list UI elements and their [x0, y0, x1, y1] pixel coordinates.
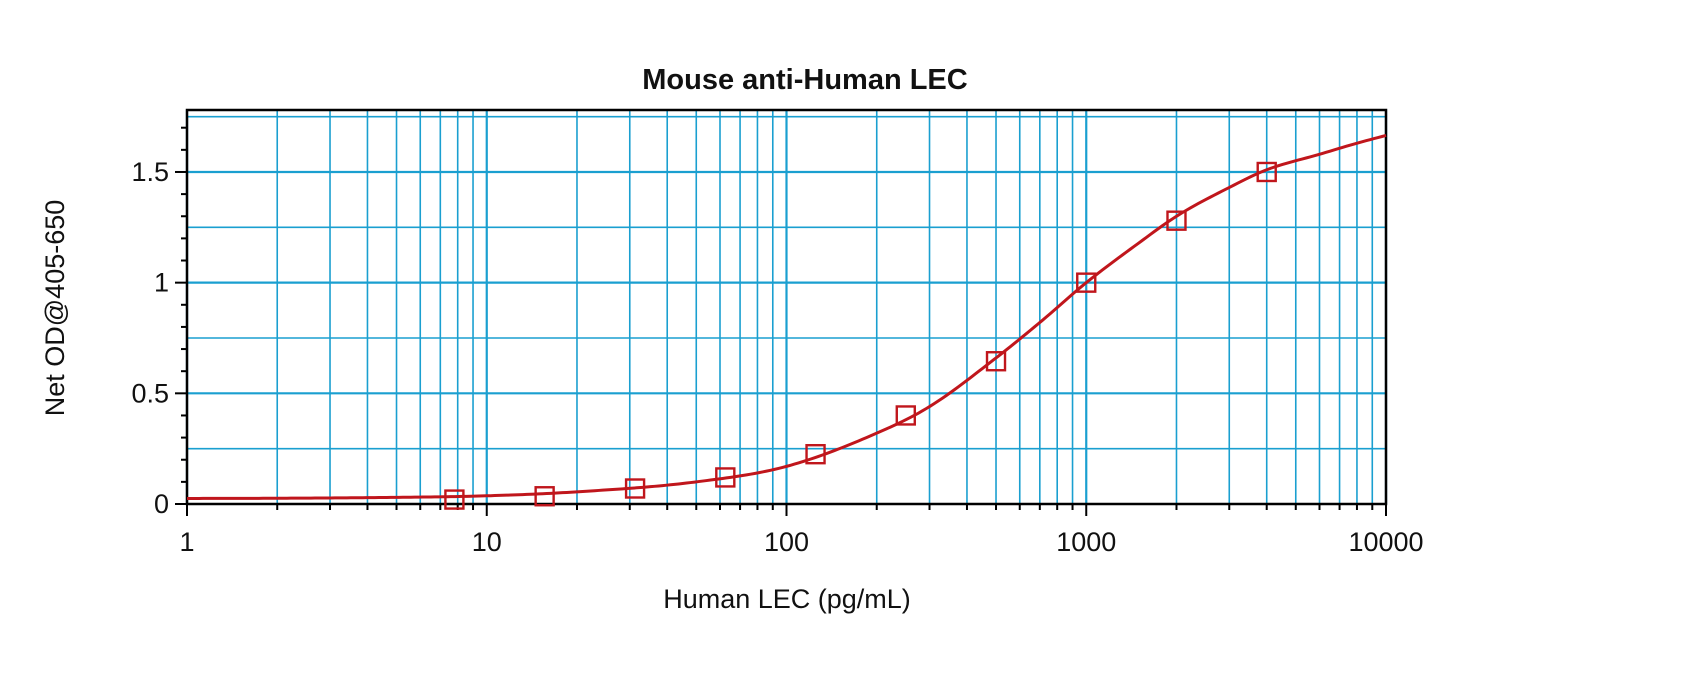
data-point-marker [1166, 210, 1187, 231]
x-tick-labels: 1 10 100 1000 10000 [179, 527, 1423, 557]
data-point-marker [715, 467, 736, 488]
axis-ticks [175, 126, 1387, 516]
grid-lines [185, 110, 1388, 504]
data-point-marker [444, 489, 465, 510]
y-tick-label: 1 [154, 268, 169, 298]
data-point-marker [1256, 161, 1277, 183]
x-tick-label: 1 [179, 527, 194, 557]
y-axis-label: Net OD@405-650 [40, 200, 70, 417]
fitted-curve [186, 134, 1387, 500]
y-tick-label: 1.5 [131, 157, 169, 187]
data-point-marker [624, 478, 646, 499]
data-point-marker [985, 351, 1007, 372]
x-tick-label: 1000 [1056, 527, 1116, 557]
y-tick-labels: 0 0.5 1 1.5 [131, 157, 169, 519]
y-tick-label: 0 [154, 489, 169, 519]
data-point-marker [895, 405, 916, 426]
y-tick-label: 0.5 [131, 378, 169, 408]
data-point-marker [805, 443, 826, 465]
x-tick-label: 10000 [1348, 527, 1423, 557]
data-point-marker [1076, 272, 1097, 293]
x-tick-label: 10 [472, 527, 502, 557]
data-points [444, 161, 1277, 510]
x-axis-label: Human LEC (pg/mL) [663, 584, 911, 614]
data-point-marker [534, 486, 555, 507]
chart-title: Mouse anti-Human LEC [642, 64, 968, 96]
x-tick-label: 100 [764, 527, 809, 557]
